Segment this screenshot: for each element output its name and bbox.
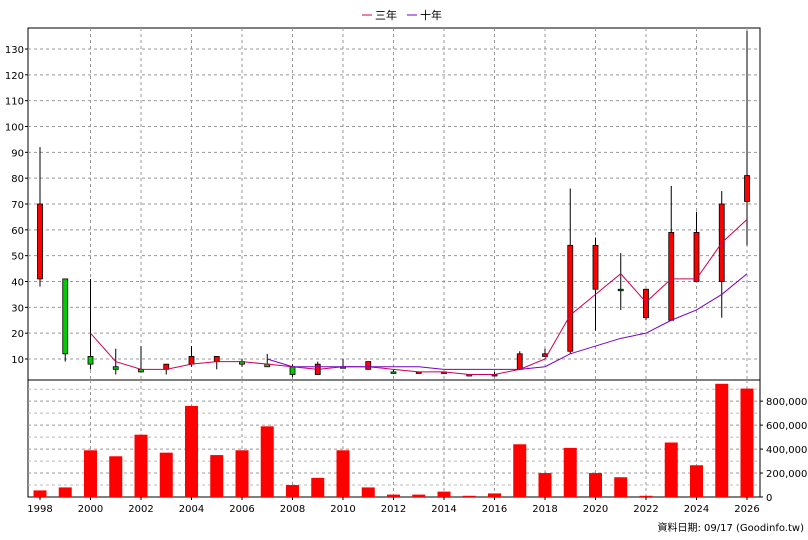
source-footer: 資料日期: 09/17 (Goodinfo.tw)	[657, 521, 804, 534]
volume-tick-label: 0	[766, 493, 772, 504]
volume-bar	[361, 487, 375, 497]
volume-bar	[336, 450, 350, 497]
candle-body	[617, 288, 624, 292]
price-tick-label: 120	[5, 71, 24, 82]
volume-bar	[387, 494, 400, 497]
candle-body	[592, 244, 599, 290]
moving-average-lines	[90, 219, 748, 375]
volume-bar	[538, 473, 552, 497]
price-tick-label: 110	[5, 97, 24, 108]
x-tick-label: 2012	[381, 504, 406, 515]
x-tick-label: 2024	[684, 504, 709, 515]
price-tick-label: 100	[5, 123, 24, 134]
x-tick-label: 2016	[482, 504, 507, 515]
x-tick-label: 2002	[128, 504, 153, 515]
price-tick-label: 20	[11, 329, 24, 340]
x-tick-label: 1998	[27, 504, 52, 515]
volume-bar	[33, 490, 47, 497]
volume-gridlines	[28, 380, 760, 497]
price-tick-label: 60	[11, 226, 24, 237]
volume-tick-label: 800,000	[766, 397, 807, 408]
candle-body	[188, 356, 195, 365]
candle-body	[390, 371, 397, 374]
volume-bar	[639, 495, 653, 497]
candle-body	[213, 356, 220, 362]
volume-bar	[134, 434, 148, 497]
ma-line	[267, 273, 748, 370]
candle-body	[744, 175, 750, 202]
volume-bar	[286, 485, 299, 497]
volume-bar	[462, 495, 476, 497]
price-tick-label: 80	[11, 174, 24, 185]
volume-bar	[58, 487, 72, 497]
legend: 三年 十年	[362, 8, 442, 22]
candle-body	[516, 353, 523, 370]
volume-tick-label: 400,000	[766, 445, 807, 456]
x-tick-label: 2014	[431, 504, 456, 515]
volume-bar	[437, 491, 451, 497]
candle-body	[643, 288, 649, 319]
price-tick-label: 130	[5, 45, 24, 56]
price-tick-label: 90	[11, 148, 24, 159]
x-tick-label: 2010	[330, 504, 355, 515]
volume-bar	[210, 455, 224, 497]
volume-bar	[260, 426, 274, 497]
volume-y-axis: 0 200,000 400,000 600,000 800,000	[760, 397, 807, 504]
price-tick-label: 30	[11, 303, 24, 314]
candle-body	[693, 232, 700, 282]
volume-bar	[488, 493, 501, 497]
x-tick-label: 2018	[532, 504, 557, 515]
volume-panel: 0 200,000 400,000 600,000 800,000	[27, 379, 807, 504]
volume-bar	[109, 456, 123, 497]
candle-body	[289, 366, 296, 375]
legend-label-3yr: 三年	[375, 8, 397, 22]
volume-bar	[563, 447, 577, 497]
volume-bar	[715, 383, 729, 497]
x-tick-label: 2020	[583, 504, 608, 515]
x-tick-label: 2006	[229, 504, 254, 515]
price-tick-label: 70	[11, 200, 24, 211]
volume-bar	[159, 452, 173, 497]
ma-line	[90, 219, 748, 375]
x-tick-label: 2026	[734, 504, 759, 515]
volume-bar	[412, 494, 426, 497]
x-axis: 1998 2000 2002 2004 2006 2008 2010 2012 2014 2016…	[27, 497, 760, 515]
price-tick-label: 40	[11, 278, 24, 289]
price-tick-label: 10	[11, 355, 24, 366]
volume-bars	[33, 383, 754, 497]
volume-bar	[589, 473, 602, 497]
price-gridlines	[28, 28, 760, 380]
x-tick-label: 2004	[179, 504, 204, 515]
volume-tick-label: 200,000	[766, 469, 807, 480]
price-panel: 10 20 30 40 50 60 70 80 90 100 110 120 130	[5, 27, 761, 381]
price-y-axis: 10 20 30 40 50 60 70 80 90 100 110 120 130	[5, 45, 28, 366]
volume-bar	[664, 442, 678, 497]
candle-body	[365, 361, 372, 370]
candle-body	[87, 356, 94, 365]
volume-bar	[235, 450, 249, 497]
candle-body	[37, 203, 43, 280]
candle-body	[567, 244, 574, 352]
volume-bar	[84, 450, 97, 497]
candle-body	[62, 278, 69, 355]
volume-bar	[690, 465, 703, 497]
volume-bar	[740, 388, 754, 497]
x-tick-label: 2000	[78, 504, 103, 515]
volume-bar	[513, 444, 527, 497]
volume-bar	[185, 405, 198, 497]
candle-body	[112, 366, 119, 370]
candle-body	[668, 232, 675, 321]
price-tick-label: 50	[11, 252, 24, 263]
volume-tick-label: 600,000	[766, 421, 807, 432]
x-tick-label: 2022	[633, 504, 658, 515]
volume-bar	[614, 477, 628, 497]
x-tick-label: 2008	[280, 504, 305, 515]
legend-label-10yr: 十年	[420, 8, 442, 22]
volume-bar	[311, 477, 325, 497]
